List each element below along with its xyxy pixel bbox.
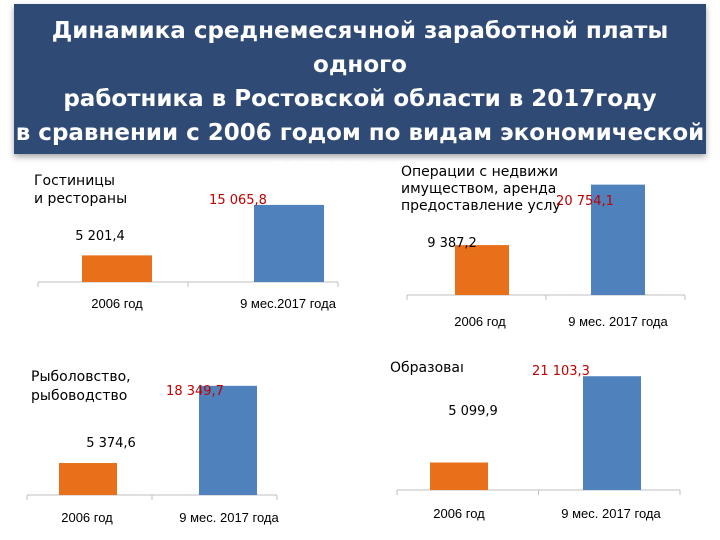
chart-title-line: Гостиницы — [34, 173, 115, 189]
value-label-2017: 15 065,8 — [209, 193, 267, 208]
category-label: 9 мес. 2017 года — [568, 314, 668, 329]
value-label-2006: 5 374,6 — [86, 436, 136, 451]
bar-2006 — [82, 255, 152, 282]
title-line-2: работника в Ростовской области в 2017год… — [63, 86, 657, 112]
chart-fishing: 2006 год 9 мес. 2017 года Рыболовство, рыбо… — [26, 369, 280, 525]
chart-title-line: и рестораны — [34, 191, 127, 207]
bar-2006 — [59, 463, 117, 495]
value-label-2006: 5 099,9 — [448, 404, 498, 419]
chart-title-line: рыбоводство — [31, 388, 127, 404]
title-line-1: Динамика среднемесячной заработной платы… — [51, 18, 669, 78]
category-label: 2006 год — [91, 296, 143, 311]
category-label: 2006 год — [433, 506, 485, 521]
bar-2017 — [591, 184, 645, 295]
chart-title-line: Образоваı — [390, 360, 464, 376]
value-label-2006: 9 387,2 — [427, 236, 477, 251]
value-label-2017: 20 754,1 — [556, 194, 614, 209]
chart-title-line: предоставление услу — [401, 198, 561, 214]
category-label: 9 мес. 2017 года — [179, 510, 279, 525]
bar-2017 — [199, 385, 257, 495]
chart-real-estate-operations: 2006 год 9 мес. 2017 года Операции с недви… — [401, 164, 686, 329]
title-line-3: в сравнении с 2006 годом по видам эконом… — [15, 120, 705, 146]
title-line-4: деятельности — [267, 154, 453, 180]
category-label: 2006 год — [61, 510, 113, 525]
bar-2017 — [583, 376, 641, 490]
bar-2017 — [254, 204, 324, 282]
chart-hotels-restaurants: 2006 год 9 мес.2017 года Гостиницы и рестор… — [34, 173, 339, 311]
chart-education: 2006 год 9 мес. 2017 года Образоваı 5 099,9… — [390, 360, 681, 521]
chart-title-line: Рыболовство, — [31, 369, 131, 385]
category-label: 9 мес.2017 года — [240, 296, 337, 311]
title-banner: Динамика среднемесячной заработной платы… — [14, 4, 706, 180]
chart-title-line: имуществом, аренда — [401, 181, 556, 197]
chart-title-line: Операции с недвижи — [401, 164, 558, 180]
value-label-2017: 18 349,7 — [166, 384, 224, 399]
value-label-2017: 21 103,3 — [532, 364, 590, 379]
value-label-2006: 5 201,4 — [75, 229, 125, 244]
bar-2006 — [455, 245, 509, 295]
bar-2006 — [430, 462, 488, 490]
category-label: 9 мес. 2017 года — [561, 506, 661, 521]
category-label: 2006 год — [454, 314, 506, 329]
